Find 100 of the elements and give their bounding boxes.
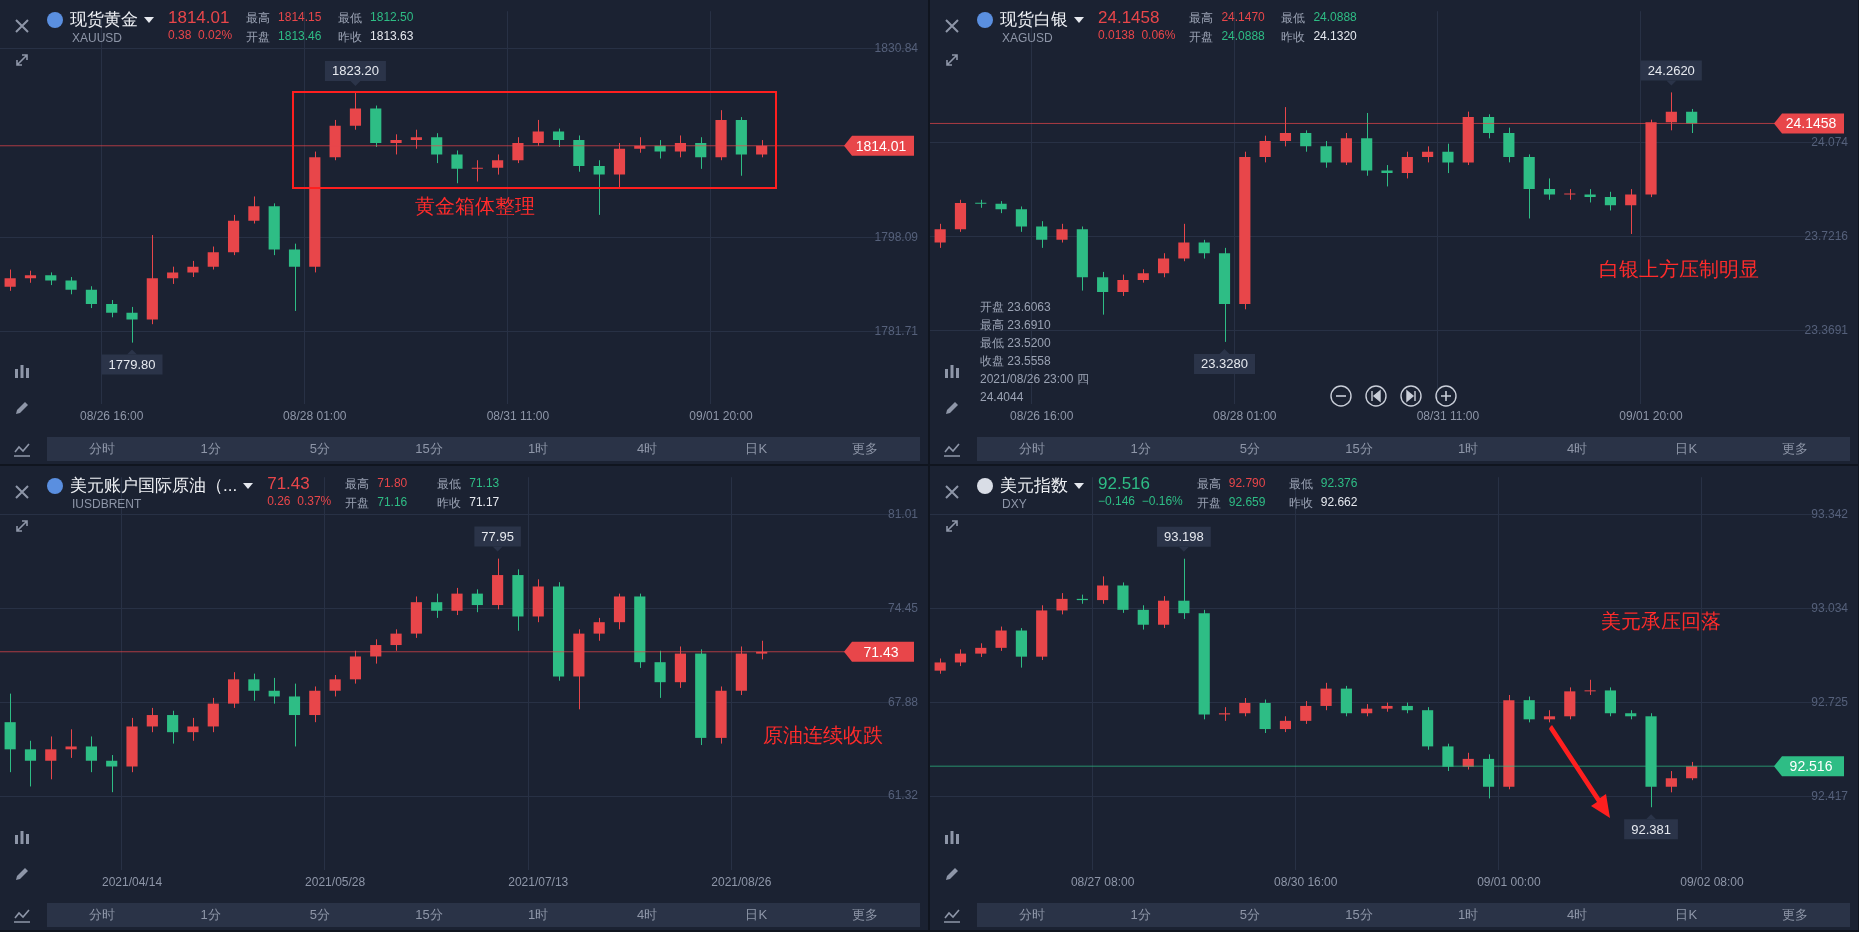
text: 4时	[636, 906, 659, 924]
candlestick	[1564, 188, 1576, 201]
candlestick	[288, 683, 301, 747]
annotation: 1813.63	[370, 29, 415, 45]
annotation: 1779.80	[108, 357, 156, 373]
ref-line-label: 92.516	[1789, 758, 1833, 775]
x-tick-label: 09/01 00:00	[1477, 875, 1541, 890]
x-tick-label: 08/28 01:00	[283, 409, 347, 424]
text: 更多	[851, 440, 880, 458]
annotation: 最低	[1281, 10, 1306, 27]
x-tick-label: 08/26 16:00	[80, 409, 144, 424]
y-tick-label: 23.3691	[1804, 323, 1849, 338]
text: 5分	[1238, 906, 1261, 924]
text: XAUUSD	[72, 31, 123, 45]
annotation: 最低 23.5200	[980, 335, 1052, 352]
candlestick	[1665, 770, 1677, 793]
annotation: 1812.50	[370, 10, 415, 26]
annotation: 24.1458	[1098, 8, 1161, 28]
annotation: 昨收	[338, 29, 363, 46]
candlestick	[85, 735, 97, 773]
text: 分时	[87, 906, 116, 924]
text: 分时	[1017, 906, 1046, 924]
y-tick-label: 67.88	[887, 694, 919, 709]
ref-line-label: 71.43	[863, 643, 899, 660]
annotation: 原油连续收跌	[762, 723, 883, 746]
annotation: 24.0888	[1221, 29, 1266, 45]
y-tick-label: 93.342	[1811, 507, 1849, 522]
candlestick	[451, 149, 463, 184]
y-tick-label: 1830.84	[874, 41, 919, 56]
annotation: 71.16	[377, 495, 409, 511]
text: 4时	[1566, 440, 1589, 458]
annotation: 1823.20	[331, 63, 379, 79]
candlestick	[349, 92, 362, 131]
y-tick-label: 92.417	[1811, 788, 1849, 803]
annotation: 24.1470	[1221, 10, 1266, 26]
annotation: 71.43	[267, 474, 311, 494]
text: 更多	[1781, 440, 1810, 458]
candlestick	[1604, 191, 1617, 211]
annotation: 92.790	[1228, 476, 1267, 492]
x-tick-label: 2021/07/13	[508, 875, 569, 890]
annotation: 美元承压回落	[1601, 609, 1722, 632]
x-tick-label: 08/30 16:00	[1274, 875, 1338, 890]
annotation: 昨收	[437, 495, 462, 512]
candlestick	[492, 153, 504, 176]
candlestick	[1117, 274, 1129, 297]
annotation: 1814.01	[168, 8, 231, 28]
y-tick-label: 81.01	[887, 507, 919, 522]
text: 1分	[1129, 906, 1152, 924]
annotation: 71.13	[469, 476, 501, 492]
annotation: 白银上方压制明显	[1599, 257, 1760, 280]
annotation: 1813.46	[278, 29, 323, 45]
y-tick-label: 23.7216	[1804, 229, 1849, 244]
x-tick-label: 08/27 08:00	[1070, 875, 1135, 890]
candlestick	[471, 588, 483, 613]
candlestick	[65, 728, 77, 759]
candlestick	[1056, 223, 1068, 244]
candlestick	[1381, 164, 1393, 187]
candlestick	[1320, 140, 1332, 169]
annotation: 0.26	[267, 494, 291, 508]
annotation: 24.0888	[1313, 10, 1358, 26]
annotation: 开盘	[345, 495, 370, 512]
annotation: −0.146	[1098, 494, 1136, 508]
candlestick	[593, 617, 605, 642]
text: 15分	[414, 440, 444, 458]
candlestick	[288, 243, 301, 312]
candlestick	[1198, 239, 1210, 260]
annotation: 收盘 23.5558	[980, 353, 1052, 370]
chart-title: 美元指数	[1000, 475, 1068, 497]
candlestick	[1036, 220, 1048, 249]
annotation: 24.2620	[1647, 62, 1695, 78]
text: 5分	[308, 440, 331, 458]
candlestick	[1523, 696, 1535, 723]
text: 日K	[744, 440, 769, 458]
candlestick	[1320, 682, 1332, 711]
candlestick	[1300, 129, 1312, 153]
annotation: 最低	[1288, 476, 1313, 493]
annotation: 0.37%	[297, 494, 332, 508]
y-tick-label: 61.32	[887, 788, 919, 803]
candlestick	[934, 223, 946, 249]
x-tick-label: 08/31 11:00	[1416, 409, 1480, 424]
chart-title: 现货白银	[1000, 9, 1068, 31]
candlestick	[431, 132, 443, 164]
candlestick	[248, 195, 260, 225]
candlestick	[1239, 697, 1251, 717]
candlestick	[1584, 679, 1596, 696]
ref-line-label: 24.1458	[1785, 115, 1837, 132]
annotation: 最高 23.6910	[980, 317, 1052, 334]
annotation: −0.16%	[1141, 494, 1183, 508]
annotation: 24.1320	[1313, 29, 1358, 45]
x-tick-label: 09/02 08:00	[1680, 875, 1744, 890]
annotation: 黄金箱体整理	[415, 194, 536, 217]
annotation: 0.06%	[1141, 28, 1176, 42]
candlestick	[593, 159, 605, 216]
candlestick	[552, 128, 565, 148]
text: XAGUSD	[1002, 31, 1054, 45]
text: 1时	[1456, 906, 1480, 924]
annotation: 开盘	[246, 29, 271, 46]
y-tick-label: 24.074	[1811, 134, 1849, 149]
text: 4时	[636, 440, 659, 458]
text: 分时	[1017, 440, 1046, 458]
